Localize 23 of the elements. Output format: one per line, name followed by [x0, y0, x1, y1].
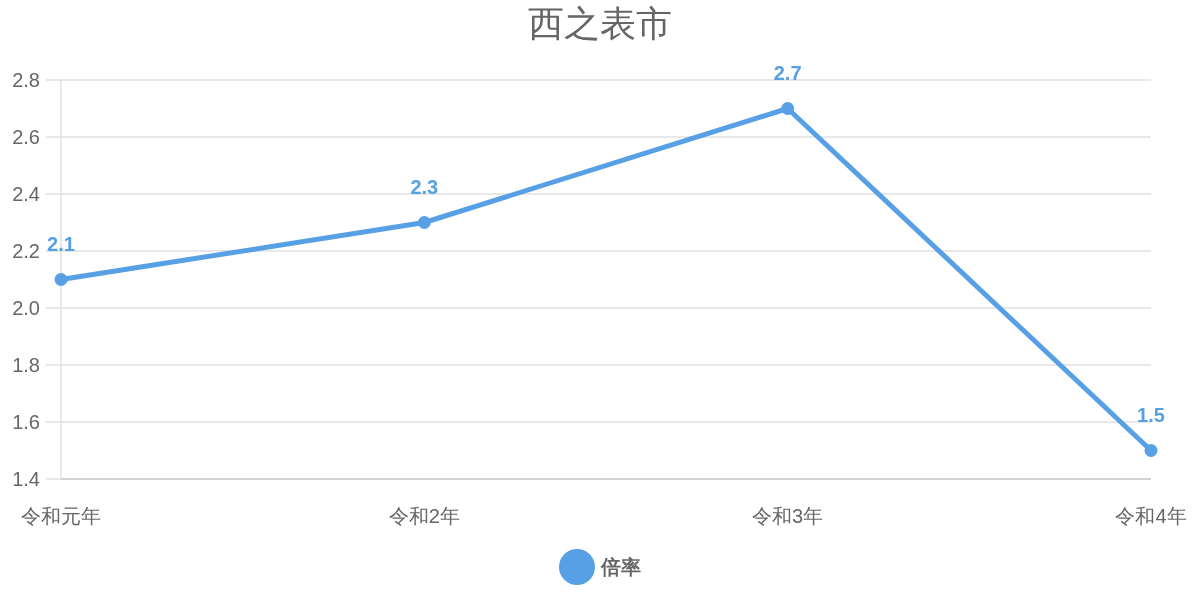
y-tick-label: 2.2 — [12, 240, 40, 262]
x-tick-label: 令和4年 — [1115, 505, 1187, 527]
y-tick-label: 2.8 — [12, 69, 40, 91]
y-tick-label: 1.8 — [12, 354, 40, 376]
y-tick-label: 1.6 — [12, 411, 40, 433]
point — [54, 273, 68, 286]
y-tick-label: 2.4 — [12, 183, 40, 205]
x-tick-label: 令和2年 — [388, 505, 460, 527]
data-label: 2.7 — [773, 61, 802, 84]
legend: 倍率 — [559, 549, 641, 585]
point — [417, 216, 431, 229]
title: 西之表市 — [528, 3, 672, 44]
data-label: 1.5 — [1137, 403, 1165, 426]
point — [781, 102, 795, 115]
y-tick-label: 2.0 — [12, 297, 40, 319]
y-tick-label: 2.6 — [12, 126, 40, 148]
data-label: 2.1 — [47, 232, 75, 255]
x-tick-label: 令和3年 — [752, 505, 824, 527]
point — [1144, 444, 1158, 457]
y-tick-label: 1.4 — [12, 468, 40, 490]
legend-label: 倍率 — [600, 556, 641, 578]
x-tick-label: 令和元年 — [21, 505, 101, 527]
data-label: 2.3 — [410, 175, 439, 198]
